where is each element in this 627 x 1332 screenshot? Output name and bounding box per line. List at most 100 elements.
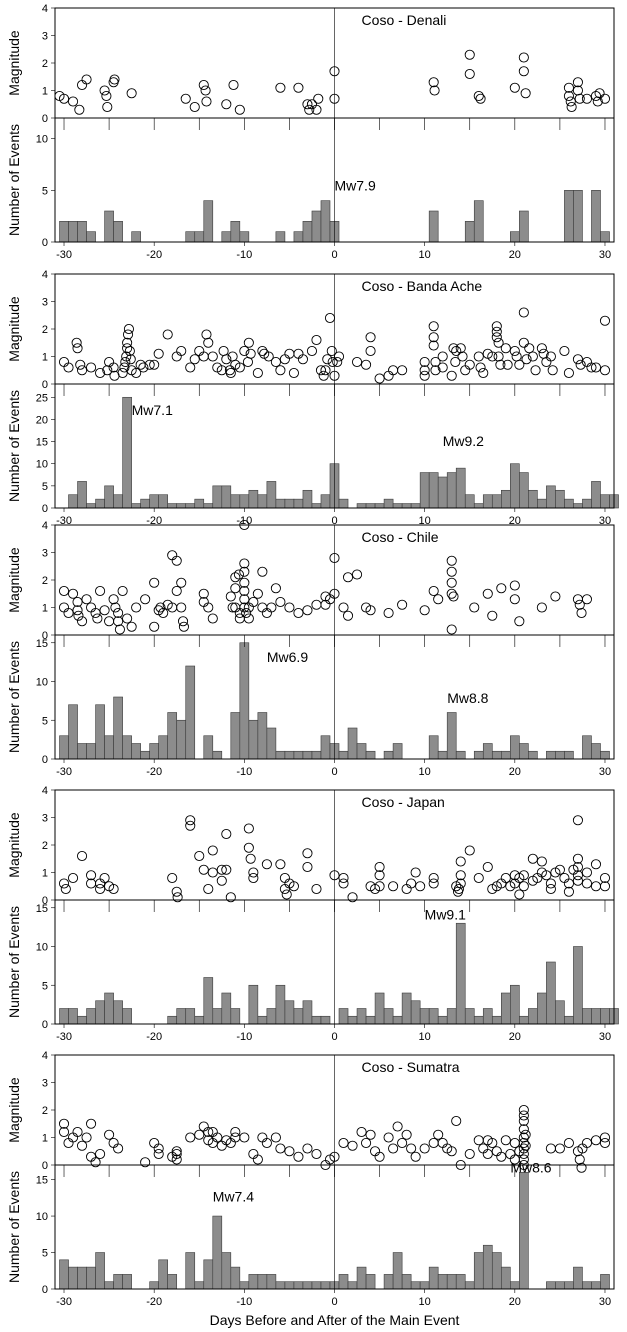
magnitude-tick-label: 1 (42, 603, 48, 615)
count-bar (600, 1008, 610, 1025)
count-bar (573, 1266, 583, 1290)
count-bar (356, 1266, 367, 1290)
count-bar (546, 961, 556, 1025)
magnitude-point (478, 1143, 489, 1154)
count-bar (311, 1015, 322, 1025)
count-bar (158, 494, 169, 509)
count-bar (510, 735, 520, 760)
magnitude-point (530, 365, 541, 376)
count-bar (113, 1000, 123, 1025)
magnitude-point (428, 878, 439, 889)
magnitude-point (60, 883, 71, 895)
magnitude-point (473, 90, 484, 102)
magnitude-point (243, 842, 254, 853)
count-bar (275, 231, 286, 243)
magnitude-point (149, 577, 160, 588)
magnitude-point (86, 1118, 97, 1129)
magnitude-point (514, 616, 525, 627)
count-bar (473, 1015, 484, 1025)
count-bar (546, 750, 556, 760)
magnitude-point (180, 93, 191, 104)
count-bar (437, 750, 448, 760)
magnitude-point (275, 596, 286, 608)
count-bar (95, 498, 105, 509)
magnitude-point (509, 82, 520, 93)
magnitude-point (241, 607, 252, 619)
count-bar (185, 1008, 196, 1025)
magnitude-point (599, 1132, 611, 1143)
magnitude-point (275, 1143, 286, 1154)
magnitude-point (329, 66, 340, 77)
x-tick-label: 0 (331, 249, 337, 261)
panel-title: Coso - Sumatra (362, 1059, 460, 1075)
magnitude-point (374, 861, 385, 873)
magnitude-point (171, 886, 182, 897)
magnitude-point (374, 881, 385, 892)
count-bar (293, 1008, 304, 1025)
magnitude-point (171, 1148, 182, 1160)
magnitude-point (67, 872, 79, 884)
count-bar (149, 1281, 159, 1290)
count-axis-label: Number of Events (6, 1171, 22, 1283)
magnitude-point (122, 329, 134, 340)
magnitude-point (520, 1129, 531, 1140)
magnitude-point (338, 1137, 349, 1149)
count-tick-label: 5 (42, 715, 48, 727)
magnitude-point (433, 1129, 444, 1140)
magnitude-point (185, 362, 196, 373)
magnitude-tick-label: 3 (42, 1078, 48, 1090)
magnitude-point (95, 585, 106, 597)
count-bar (122, 396, 132, 509)
magnitude-point (590, 362, 602, 373)
magnitude-point (437, 351, 448, 362)
magnitude-point (370, 1146, 381, 1157)
count-bar (212, 1008, 223, 1025)
magnitude-point (446, 1146, 457, 1157)
count-bar (437, 476, 448, 509)
count-bar (230, 494, 241, 509)
magnitude-tick-label: 0 (42, 113, 48, 125)
magnitude-point (401, 1129, 412, 1140)
magnitude-point (554, 864, 565, 875)
count-bar (113, 696, 123, 760)
magnitude-point (332, 356, 343, 368)
magnitude-point (374, 373, 385, 384)
magnitude-point (511, 351, 522, 362)
x-tick-label: 20 (509, 1031, 521, 1043)
count-bar (77, 221, 87, 243)
magnitude-point (248, 867, 259, 878)
magnitude-point (313, 93, 324, 104)
magnitude-point (138, 362, 149, 373)
magnitude-point (302, 861, 313, 873)
count-bar (86, 743, 96, 760)
magnitude-annotation: Mw9.2 (443, 433, 484, 449)
count-bar (203, 977, 214, 1025)
count-bar (510, 231, 520, 243)
magnitude-point (58, 878, 70, 889)
magnitude-point (320, 365, 331, 376)
magnitude-point (554, 1143, 565, 1154)
magnitude-point (536, 856, 547, 867)
count-bar (320, 200, 331, 243)
count-bar (167, 1015, 178, 1025)
magnitude-point (162, 329, 173, 340)
count-bar (365, 1015, 376, 1025)
count-bar (104, 485, 114, 509)
x-tick-label: -20 (146, 249, 162, 261)
magnitude-point (520, 88, 531, 99)
magnitude-point (451, 1115, 462, 1127)
count-bar (437, 1015, 448, 1025)
magnitude-point (104, 356, 115, 368)
count-bar (239, 494, 250, 509)
magnitude-point (275, 365, 286, 376)
count-bar (122, 1008, 132, 1025)
magnitude-point (410, 867, 421, 878)
count-bar (347, 727, 358, 760)
count-bar (320, 1281, 331, 1290)
count-tick-label: 10 (36, 1211, 48, 1223)
magnitude-point (221, 828, 232, 840)
magnitude-point (123, 323, 134, 335)
magnitude-point (324, 312, 336, 324)
magnitude-point (245, 348, 256, 359)
